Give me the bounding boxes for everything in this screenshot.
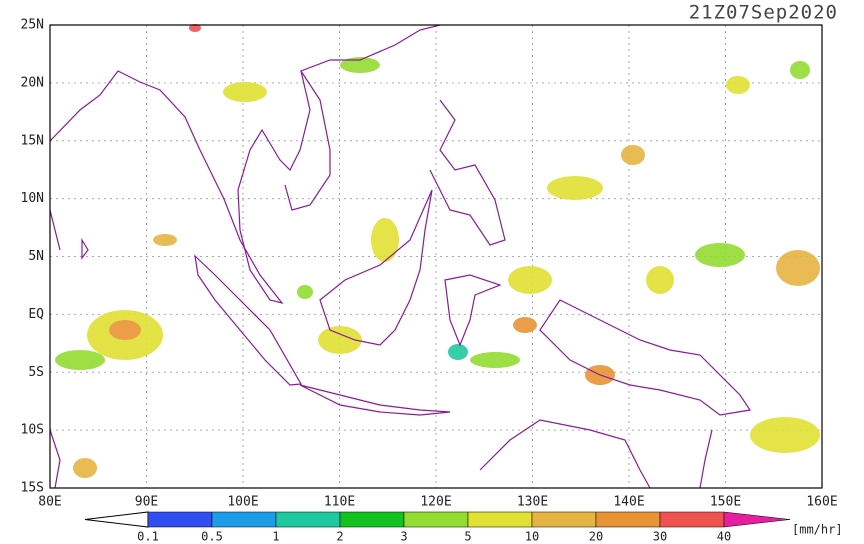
lat-label: 15S <box>21 481 44 496</box>
colorbar: 0.1 0.5 1 2 3 5 10 20 30 40 [mm/hr] <box>84 511 843 544</box>
lat-label: 10N <box>21 191 44 206</box>
colorbar-segment <box>147 511 213 528</box>
colorbar-segment <box>275 511 341 528</box>
title: 21Z07Sep2020 <box>689 2 838 24</box>
lat-label: 20N <box>21 75 44 90</box>
lon-label: 80E <box>38 495 61 510</box>
colorbar-label: 1 <box>272 530 279 544</box>
colorbar-segment <box>467 511 533 528</box>
colorbar-label: 10 <box>525 530 539 544</box>
rain-areas <box>55 24 820 478</box>
lon-label: 110E <box>324 495 355 510</box>
lat-label: 25N <box>21 18 44 33</box>
colorbar-segment <box>531 511 597 528</box>
lon-label: 90E <box>135 495 158 510</box>
lon-label: 120E <box>420 495 451 510</box>
lon-label: 140E <box>613 495 644 510</box>
lat-label: 15N <box>21 133 44 148</box>
lon-label: 100E <box>227 495 258 510</box>
colorbar-segment <box>339 511 405 528</box>
colorbar-segment <box>211 511 277 528</box>
colorbar-segment <box>659 511 725 528</box>
colorbar-label: 20 <box>589 530 603 544</box>
colorbar-label: 30 <box>653 530 667 544</box>
lon-label: 160E <box>806 495 837 510</box>
colorbar-high-arrow <box>723 511 791 528</box>
lat-label: 10S <box>21 423 44 438</box>
colorbar-label: 3 <box>400 530 407 544</box>
colorbar-label: 40 <box>717 530 731 544</box>
lon-label: 150E <box>710 495 741 510</box>
colorbar-label: 5 <box>464 530 471 544</box>
colorbar-segment <box>403 511 469 528</box>
lat-label: EQ <box>28 307 44 322</box>
lon-label: 130E <box>517 495 548 510</box>
colorbar-unit: [mm/hr] <box>792 523 843 537</box>
lat-label: 5S <box>28 365 44 380</box>
colorbar-segment <box>595 511 661 528</box>
colorbar-label: 0.1 <box>137 530 159 544</box>
map-frame <box>49 24 823 489</box>
colorbar-label: 0.5 <box>201 530 223 544</box>
coastlines <box>49 24 752 489</box>
colorbar-label: 2 <box>336 530 343 544</box>
lat-label: 5N <box>28 249 44 264</box>
